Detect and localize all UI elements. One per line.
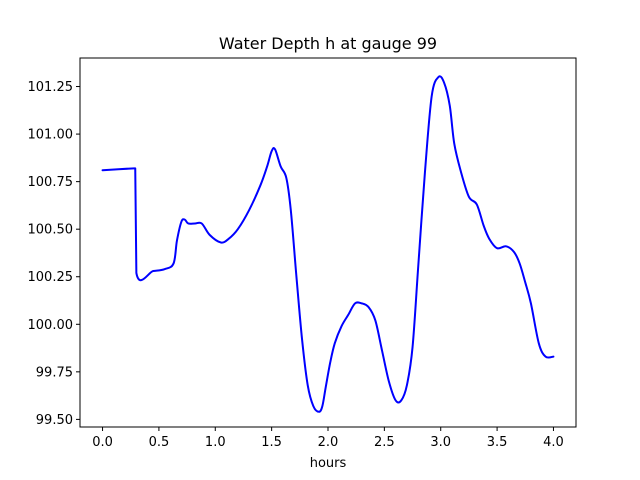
y-tick-label: 100.75 xyxy=(28,175,74,190)
y-tick-label: 101.25 xyxy=(28,80,74,95)
y-tick-label: 99.50 xyxy=(36,413,73,428)
x-axis-label: hours xyxy=(310,456,347,471)
series-line xyxy=(101,75,555,413)
y-tick-label: 100.00 xyxy=(28,318,74,333)
chart-title: Water Depth h at gauge 99 xyxy=(219,34,437,53)
series-layer xyxy=(101,75,555,413)
x-tick-label: 0.0 xyxy=(92,435,113,450)
x-tick-label: 1.5 xyxy=(261,435,282,450)
x-tick-label: 2.0 xyxy=(318,435,339,450)
x-tick-label: 3.0 xyxy=(430,435,451,450)
plot-area-frame xyxy=(79,57,577,428)
x-tick-label: 2.5 xyxy=(374,435,395,450)
x-tick-label: 3.5 xyxy=(487,435,508,450)
y-tick-label: 99.75 xyxy=(36,365,73,380)
y-tick-label: 100.25 xyxy=(28,270,74,285)
ticks-layer: 0.0 0.5 1.0 1.5 2.0 2.5 3.0 3.5 4.0 99.50 99.75 100… xyxy=(28,80,564,450)
x-tick-label: 0.5 xyxy=(149,435,170,450)
x-tick-label: 4.0 xyxy=(543,435,564,450)
x-tick-label: 1.0 xyxy=(205,435,226,450)
y-tick-label: 100.50 xyxy=(28,223,74,238)
y-tick-label: 101.00 xyxy=(28,128,74,143)
